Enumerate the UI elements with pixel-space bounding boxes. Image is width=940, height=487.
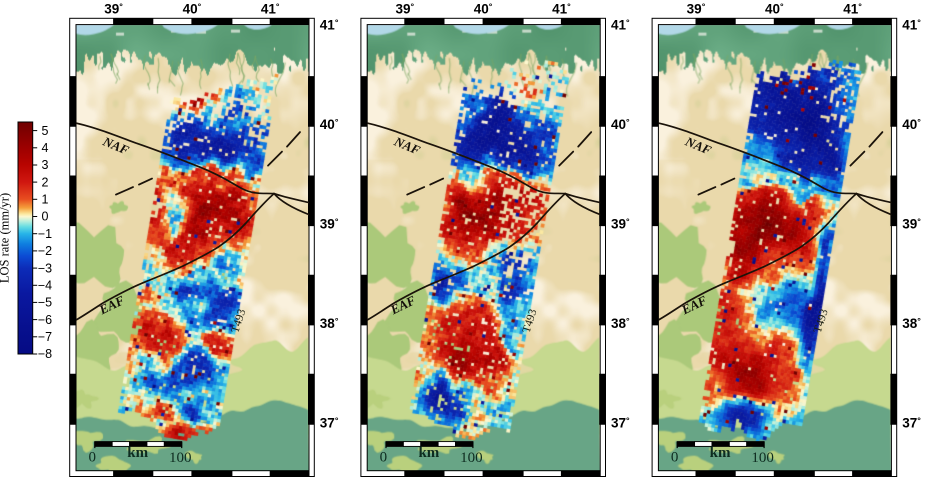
svg-text:−7: −7 <box>38 330 52 344</box>
svg-text:0: 0 <box>671 450 679 466</box>
svg-text:41°: 41° <box>320 18 339 33</box>
svg-text:EAF: EAF <box>387 292 418 317</box>
svg-text:1: 1 <box>42 193 49 207</box>
svg-text:40°: 40° <box>611 117 630 132</box>
svg-text:37°: 37° <box>320 415 339 430</box>
svg-text:−5: −5 <box>38 296 52 310</box>
svg-text:39°: 39° <box>395 2 414 17</box>
svg-text:−4: −4 <box>38 279 52 293</box>
svg-text:39°: 39° <box>611 217 630 232</box>
svg-text:39°: 39° <box>902 217 921 232</box>
svg-text:100: 100 <box>169 450 192 466</box>
svg-text:NAF: NAF <box>391 133 423 158</box>
svg-text:39°: 39° <box>320 217 339 232</box>
svg-text:41°: 41° <box>261 2 280 17</box>
svg-text:39°: 39° <box>687 2 706 17</box>
svg-text:39°: 39° <box>104 2 123 17</box>
svg-text:40°: 40° <box>320 117 339 132</box>
svg-text:NAF: NAF <box>100 133 132 158</box>
svg-text:NAF: NAF <box>682 133 714 158</box>
svg-text:5: 5 <box>42 124 49 138</box>
svg-text:2: 2 <box>42 175 49 189</box>
svg-text:4: 4 <box>42 141 49 155</box>
svg-text:40°: 40° <box>474 2 493 17</box>
svg-text:−8: −8 <box>38 347 52 361</box>
svg-text:LOS rate (mm/yr): LOS rate (mm/yr) <box>0 193 12 283</box>
svg-text:km: km <box>127 445 148 461</box>
svg-text:38°: 38° <box>902 316 921 331</box>
svg-text:0: 0 <box>88 450 96 466</box>
svg-text:40°: 40° <box>902 117 921 132</box>
svg-text:EAF: EAF <box>96 292 127 317</box>
svg-text:T493: T493 <box>812 307 831 334</box>
svg-text:3: 3 <box>42 158 49 172</box>
svg-text:km: km <box>710 445 731 461</box>
svg-text:0: 0 <box>42 210 49 224</box>
svg-text:EAF: EAF <box>678 292 709 317</box>
svg-text:km: km <box>418 445 439 461</box>
svg-text:100: 100 <box>460 450 483 466</box>
svg-text:100: 100 <box>751 450 774 466</box>
svg-text:38°: 38° <box>611 316 630 331</box>
svg-text:0: 0 <box>380 450 388 466</box>
svg-text:40°: 40° <box>183 2 202 17</box>
svg-text:37°: 37° <box>611 415 630 430</box>
svg-text:T493: T493 <box>229 307 248 334</box>
svg-text:41°: 41° <box>843 2 862 17</box>
svg-text:41°: 41° <box>611 18 630 33</box>
svg-text:37°: 37° <box>902 415 921 430</box>
svg-text:41°: 41° <box>552 2 571 17</box>
svg-text:−2: −2 <box>38 244 52 258</box>
svg-text:40°: 40° <box>765 2 784 17</box>
svg-text:41°: 41° <box>902 18 921 33</box>
svg-text:−6: −6 <box>38 313 52 327</box>
svg-text:38°: 38° <box>320 316 339 331</box>
svg-text:−3: −3 <box>38 261 52 275</box>
svg-text:−1: −1 <box>38 227 52 241</box>
svg-text:T493: T493 <box>521 307 540 334</box>
